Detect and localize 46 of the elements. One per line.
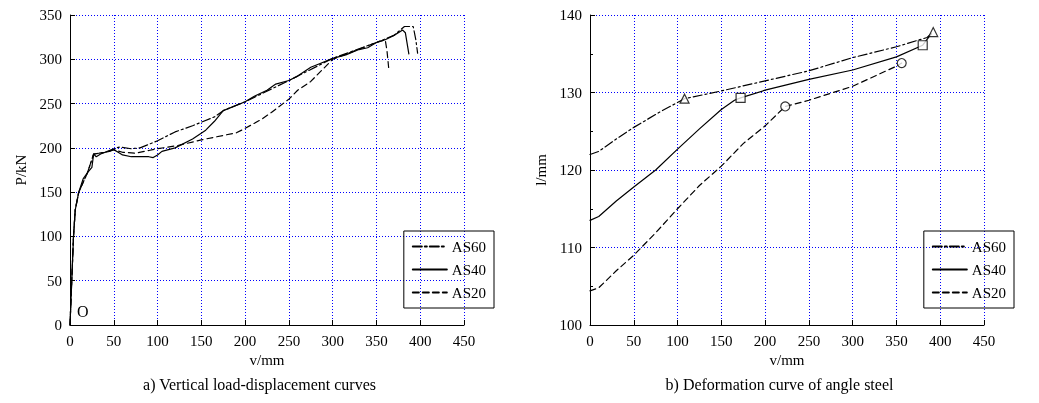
text: b) Deformation curve of angle steel — [665, 375, 895, 394]
x-tick-label: 200 — [753, 332, 777, 349]
legend-label: AS60 — [451, 238, 487, 255]
x-tick-label: 400 — [928, 332, 952, 349]
x-tick-label: 250 — [797, 332, 821, 349]
y-tick-label: 50 — [47, 272, 62, 289]
y-tick-label: 140 — [559, 7, 582, 23]
y-tick-label: 350 — [39, 7, 62, 23]
x-tick-label: 50 — [106, 332, 122, 349]
legend-label: AS40 — [971, 261, 1007, 278]
x-tick-label: 250 — [277, 332, 301, 349]
y-tick-label: 100 — [559, 317, 582, 333]
x-tick-label: 400 — [408, 332, 432, 349]
y-tick-label: 110 — [560, 239, 582, 256]
y-tick-label: 200 — [39, 139, 62, 156]
y-tick-label: 100 — [39, 228, 62, 245]
x-tick-label: 200 — [233, 332, 257, 349]
x-tick-label: 150 — [710, 332, 733, 349]
y-tick-label: 130 — [559, 84, 582, 101]
x-tick-label: 100 — [146, 332, 169, 349]
x-tick-label: 0 — [66, 332, 74, 349]
y-tick-label: 0 — [54, 317, 62, 333]
x-tick-label: 300 — [321, 332, 344, 349]
y-tick-label: 150 — [39, 184, 62, 201]
legend-label: AS20 — [451, 284, 487, 301]
x-tick-label: 450 — [452, 332, 476, 349]
y-tick-label: 300 — [39, 51, 62, 68]
annotation: O — [77, 302, 89, 320]
x-tick-label: 100 — [666, 332, 689, 349]
x-tick-label: 150 — [190, 332, 213, 349]
x-axis-title: v/mm — [769, 352, 805, 369]
text: a) Vertical load-displacement curves — [143, 375, 376, 394]
legend-label: AS60 — [971, 238, 1007, 255]
y-tick-label: 120 — [559, 162, 582, 178]
x-tick-label: 450 — [972, 332, 996, 349]
x-tick-label: 0 — [586, 332, 594, 349]
x-tick-label: 350 — [365, 332, 388, 349]
x-tick-label: 50 — [626, 332, 642, 349]
legend-label: AS40 — [451, 261, 487, 278]
y-axis-title: P/kN — [12, 154, 29, 186]
x-tick-label: 350 — [885, 332, 908, 349]
legend-label: AS20 — [971, 284, 1007, 301]
x-axis-title: v/mm — [249, 352, 285, 369]
y-tick-label: 250 — [39, 95, 62, 112]
x-tick-label: 300 — [841, 332, 864, 349]
y-axis-title: l/mm — [532, 153, 549, 186]
